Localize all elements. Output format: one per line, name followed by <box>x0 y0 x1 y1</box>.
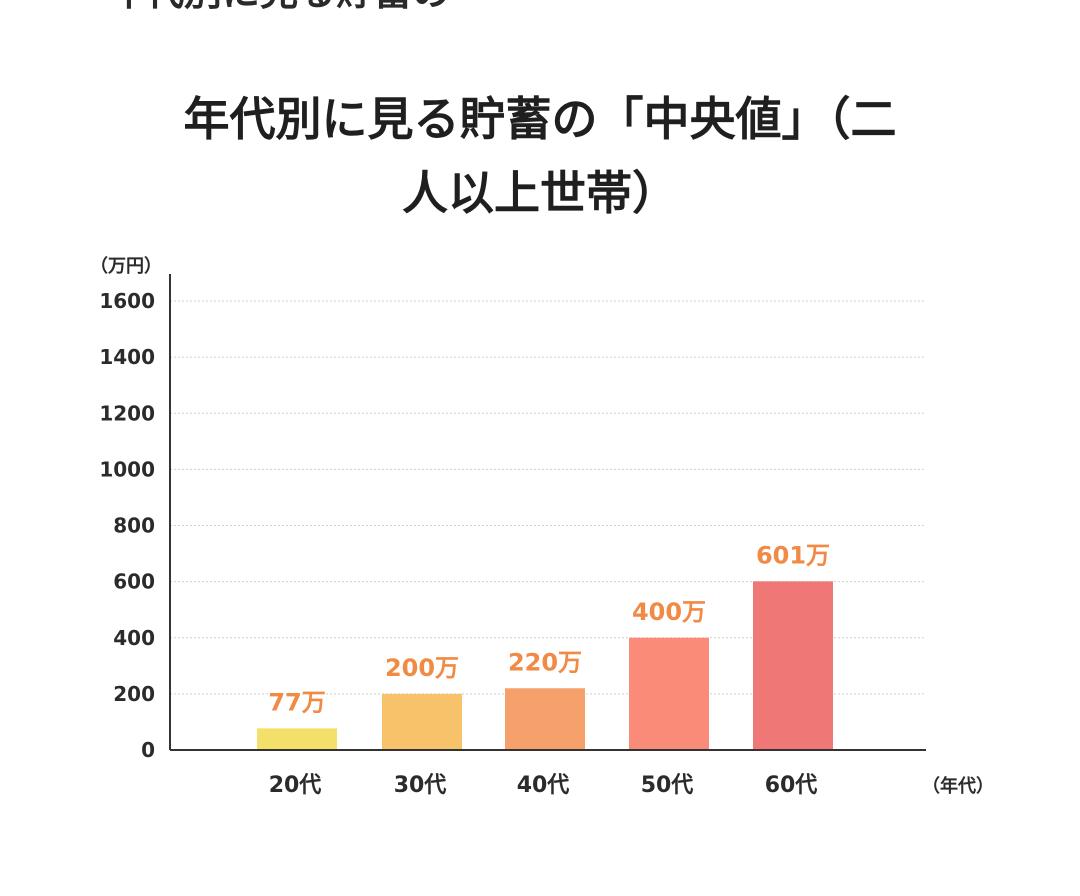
y-tick-label-800: 800 <box>113 514 155 538</box>
page-title: 年代別に見る貯蓄の「中央値」（二 人以上世帯） <box>0 82 1080 230</box>
bar-20代 <box>257 728 337 750</box>
x-tick-label-20代: 20代 <box>269 773 322 798</box>
y-axis-unit-label: （万円） <box>90 256 162 277</box>
page-title-line-2: 人以上世帯） <box>402 166 678 220</box>
y-tick-label-1600: 1600 <box>99 289 155 313</box>
y-tick-label-1400: 1400 <box>99 345 155 369</box>
data-label-40代: 220万 <box>508 648 582 676</box>
y-tick-label-1000: 1000 <box>99 457 155 481</box>
y-tick-label-0: 0 <box>141 738 155 762</box>
y-tick-label-400: 400 <box>113 626 155 650</box>
data-label-30代: 200万 <box>385 654 459 682</box>
x-tick-label-30代: 30代 <box>394 773 447 798</box>
bar-chart: 0 200 400 600 800 1000 1200 1400 1600 （万円） （年代） 77万… <box>90 256 994 798</box>
x-tick-label-40代: 40代 <box>517 773 570 798</box>
chart-container: 0 200 400 600 800 1000 1200 1400 1600 （万円） （年代） 77万… <box>0 236 1080 826</box>
y-tick-label-200: 200 <box>113 682 155 706</box>
x-axis-unit-label: （年代） <box>922 775 994 797</box>
x-tick-label-50代: 50代 <box>641 773 694 798</box>
partial-top-text: 年代別に見る貯蓄の <box>108 0 578 12</box>
data-label-20代: 77万 <box>268 688 325 716</box>
data-label-60代: 601万 <box>756 541 830 569</box>
data-label-50代: 400万 <box>632 598 706 626</box>
bar-40代 <box>505 688 585 750</box>
bar-30代 <box>382 693 462 750</box>
page-title-line-1: 年代別に見る貯蓄の「中央値」（二 <box>183 92 897 146</box>
y-tick-label-600: 600 <box>113 570 155 594</box>
bar-50代 <box>629 637 709 750</box>
bar-60代 <box>753 581 833 750</box>
x-tick-label-60代: 60代 <box>765 773 818 798</box>
y-tick-label-1200: 1200 <box>99 401 155 425</box>
